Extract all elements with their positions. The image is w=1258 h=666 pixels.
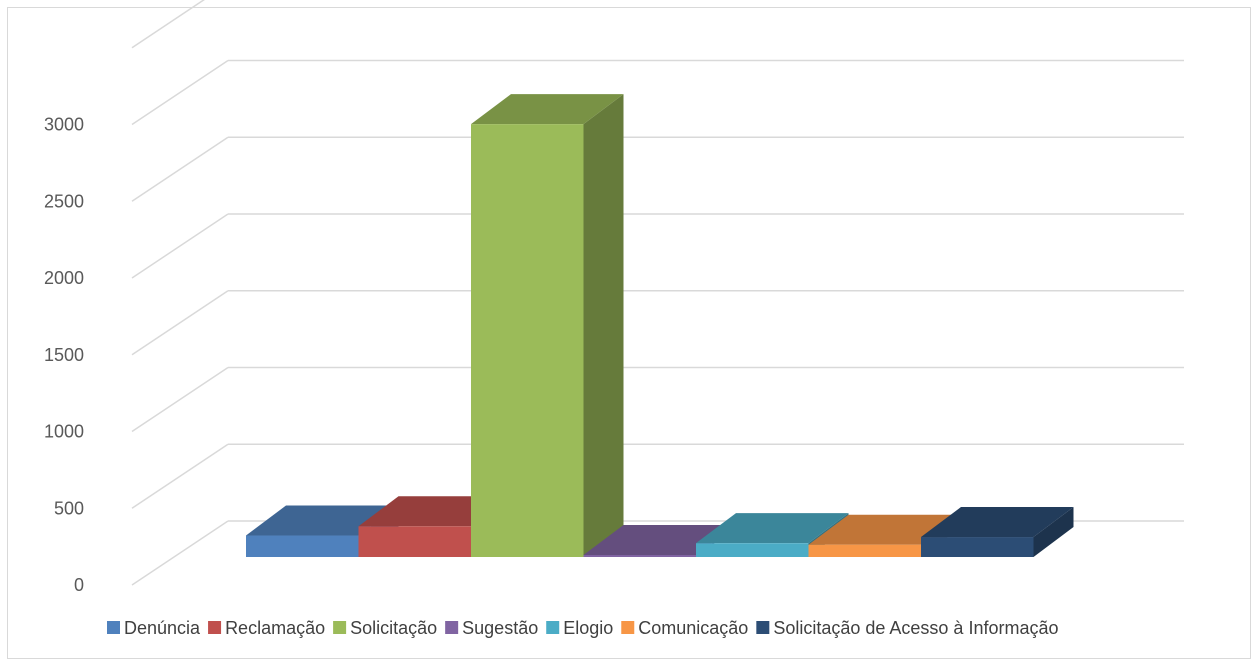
legend-label: Sugestão xyxy=(462,618,538,638)
bar-top xyxy=(471,94,624,125)
y-tick-label: 0 xyxy=(74,575,84,595)
bar-top xyxy=(921,507,1074,538)
legend-label: Comunicação xyxy=(638,618,748,638)
y-axis-ticks: 0 500 1000 1500 2000 2500 3000 xyxy=(44,115,84,596)
y-tick-label: 500 xyxy=(54,498,84,518)
bar-side xyxy=(1033,507,1074,557)
y-tick-label: 2000 xyxy=(44,268,84,288)
legend-swatch xyxy=(546,621,560,634)
y-tick-label: 3000 xyxy=(44,115,84,135)
gridline-depth-2000 xyxy=(131,213,229,279)
bars xyxy=(246,94,1074,557)
gridline-depth-2500 xyxy=(131,136,229,202)
gridline-depth-1000 xyxy=(131,366,229,433)
bar-side xyxy=(583,94,624,557)
legend-swatch xyxy=(333,621,347,634)
y-tick-label: 1000 xyxy=(44,422,84,442)
legend-swatch xyxy=(756,621,770,634)
gridlines xyxy=(131,0,1184,586)
bar xyxy=(696,543,809,557)
bar xyxy=(921,537,1034,557)
bar-group xyxy=(921,507,1074,557)
gridline-depth-3500 xyxy=(131,0,205,49)
legend-swatch xyxy=(107,621,120,634)
bar xyxy=(358,526,471,557)
gridline-depth-1500 xyxy=(131,290,229,356)
legend-swatch xyxy=(445,621,459,634)
legend-label: Denúncia xyxy=(124,618,201,638)
legend-label: Solicitação xyxy=(350,618,437,638)
y-tick-label: 2500 xyxy=(44,191,84,211)
y-tick-label: 1500 xyxy=(44,345,84,365)
gridline-depth-3000 xyxy=(131,59,229,126)
legend-label: Reclamação xyxy=(225,618,325,638)
bar xyxy=(808,544,921,557)
bar xyxy=(246,535,359,557)
gridline-depth-500 xyxy=(131,443,229,509)
bar-top xyxy=(696,513,849,544)
gridline-depth-0 xyxy=(131,520,229,586)
legend-swatch xyxy=(208,621,222,634)
legend-label: Solicitação de Acesso à Informação xyxy=(773,618,1058,638)
legend-swatch xyxy=(621,621,635,634)
legend-label: Elogio xyxy=(563,618,613,638)
bar xyxy=(471,124,584,557)
bar xyxy=(583,555,696,557)
legend: Denúncia Reclamação Solicitação Sugestão Elo… xyxy=(107,618,1059,638)
bar-group xyxy=(471,94,624,557)
